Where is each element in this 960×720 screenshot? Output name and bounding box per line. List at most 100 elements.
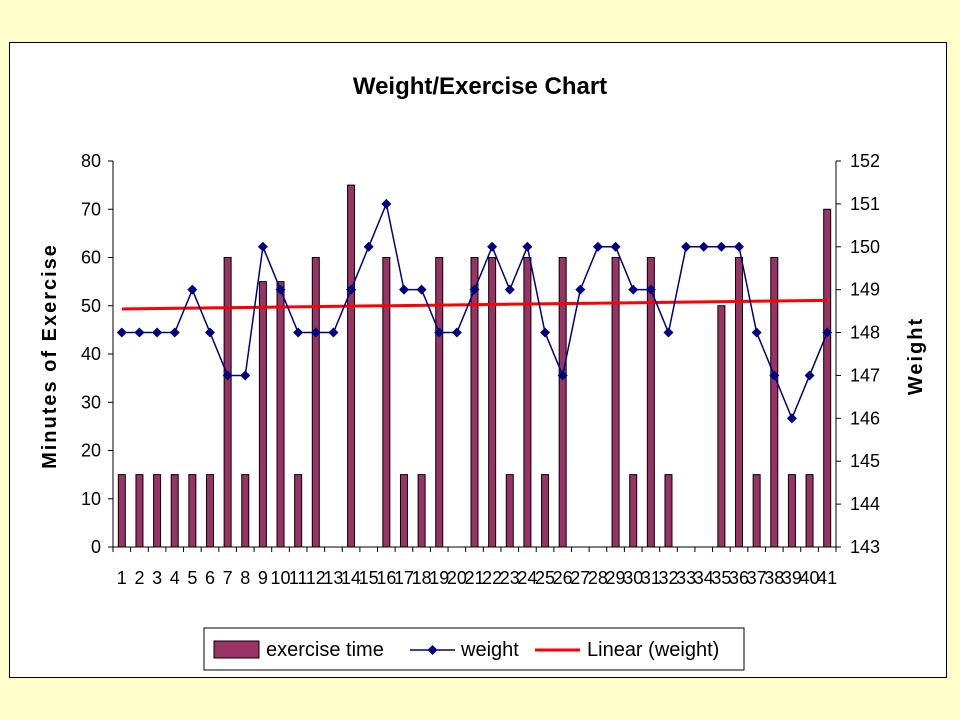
right-tick-label: 146 bbox=[850, 408, 880, 428]
exercise-bar bbox=[188, 474, 197, 548]
weight-point bbox=[822, 327, 833, 338]
weight-point bbox=[134, 327, 145, 338]
exercise-bar bbox=[629, 474, 638, 548]
legend-swatch-weight-marker bbox=[427, 645, 438, 655]
x-tick-label: 29 bbox=[606, 568, 626, 588]
weight-point bbox=[734, 241, 745, 252]
right-tick-label: 147 bbox=[850, 365, 880, 385]
weight-point bbox=[204, 327, 215, 338]
x-tick-label: 23 bbox=[500, 568, 520, 588]
weight-point bbox=[522, 241, 533, 252]
weight-point bbox=[346, 284, 357, 295]
x-tick-label: 41 bbox=[817, 568, 837, 588]
left-tick-label: 20 bbox=[81, 441, 101, 461]
x-tick-label: 2 bbox=[134, 568, 144, 588]
x-tick-label: 12 bbox=[306, 568, 326, 588]
weight-point bbox=[645, 284, 656, 295]
exercise-bar bbox=[664, 474, 673, 548]
left-tick-label: 70 bbox=[81, 199, 101, 219]
weight-point bbox=[152, 327, 163, 338]
exercise-bar bbox=[223, 257, 232, 548]
weight-point bbox=[663, 327, 674, 338]
left-tick-label: 0 bbox=[91, 537, 101, 557]
x-tick-label: 10 bbox=[271, 568, 291, 588]
x-tick-label: 38 bbox=[764, 568, 784, 588]
weight-point bbox=[169, 327, 180, 338]
x-tick-label: 35 bbox=[711, 568, 731, 588]
x-tick-label: 20 bbox=[447, 568, 467, 588]
left-axis-ticks: 0 10 20 30 40 50 60 70 80 bbox=[81, 151, 113, 557]
weight-point bbox=[610, 241, 621, 252]
x-tick-label: 33 bbox=[676, 568, 696, 588]
exercise-bar bbox=[823, 208, 832, 548]
exercise-bar bbox=[523, 257, 532, 548]
right-tick-label: 152 bbox=[850, 151, 880, 171]
weight-point bbox=[469, 284, 480, 295]
legend-label-trendline: Linear (weight) bbox=[587, 639, 719, 661]
x-tick-label: 4 bbox=[170, 568, 180, 588]
x-tick-label: 27 bbox=[570, 568, 590, 588]
exercise-bar bbox=[611, 257, 620, 548]
right-axis-ticks: 143 144 145 146 147 148 149 150 151 152 bbox=[836, 151, 880, 557]
x-tick-label: 22 bbox=[482, 568, 502, 588]
legend-label-exercise: exercise time bbox=[266, 639, 384, 661]
weight-point bbox=[698, 241, 709, 252]
right-tick-label: 144 bbox=[850, 494, 880, 514]
x-tick-label: 26 bbox=[553, 568, 573, 588]
x-tick-label: 21 bbox=[464, 568, 484, 588]
weight-point bbox=[557, 370, 568, 381]
exercise-bar bbox=[258, 281, 267, 548]
weight-point bbox=[504, 284, 515, 295]
weight-point bbox=[310, 327, 321, 338]
bar-series bbox=[117, 184, 832, 548]
exercise-bar bbox=[311, 257, 320, 548]
trendline-series bbox=[121, 298, 828, 311]
legend-box bbox=[203, 627, 745, 671]
exercise-bar bbox=[205, 474, 214, 548]
weight-point bbox=[434, 327, 445, 338]
right-tick-label: 148 bbox=[850, 323, 880, 343]
weight-point bbox=[240, 370, 251, 381]
chart-title: Weight/Exercise Chart bbox=[353, 73, 607, 100]
x-tick-label: 3 bbox=[152, 568, 162, 588]
x-tick-label: 31 bbox=[641, 568, 661, 588]
x-tick-label: 1 bbox=[117, 568, 127, 588]
left-tick-label: 80 bbox=[81, 151, 101, 171]
exercise-bar bbox=[170, 474, 179, 548]
legend: exercise time weight Linear (weight) bbox=[203, 627, 745, 671]
exercise-bar bbox=[470, 257, 479, 548]
weight-point bbox=[540, 327, 551, 338]
weight-point bbox=[575, 284, 586, 295]
x-tick-label: 32 bbox=[658, 568, 678, 588]
left-axis-title-group: Minutes of Exercise bbox=[39, 243, 61, 469]
exercise-bar bbox=[541, 474, 550, 548]
x-tick-label: 24 bbox=[517, 568, 537, 588]
x-tick-label: 36 bbox=[729, 568, 749, 588]
weight-point bbox=[786, 413, 797, 424]
x-tick-label: 30 bbox=[623, 568, 643, 588]
exercise-bar bbox=[399, 474, 408, 548]
weight-point bbox=[769, 370, 780, 381]
x-tick-label: 9 bbox=[258, 568, 268, 588]
exercise-bar bbox=[117, 474, 126, 548]
x-tick-label: 13 bbox=[323, 568, 343, 588]
weight-point bbox=[275, 284, 286, 295]
weight-point bbox=[187, 284, 198, 295]
right-tick-label: 149 bbox=[850, 280, 880, 300]
x-tick-label: 19 bbox=[429, 568, 449, 588]
exercise-bar bbox=[241, 474, 250, 548]
x-tick-label: 6 bbox=[205, 568, 215, 588]
exercise-bar bbox=[347, 184, 356, 548]
weight-point bbox=[328, 327, 339, 338]
x-tick-label: 5 bbox=[187, 568, 197, 588]
exercise-bar bbox=[294, 474, 303, 548]
weight-point bbox=[628, 284, 639, 295]
right-tick-label: 150 bbox=[850, 237, 880, 257]
left-tick-label: 40 bbox=[81, 344, 101, 364]
weight-point bbox=[222, 370, 233, 381]
x-tick-label: 34 bbox=[694, 568, 714, 588]
x-tick-label: 39 bbox=[782, 568, 802, 588]
exercise-bar bbox=[417, 474, 426, 548]
right-tick-label: 151 bbox=[850, 194, 880, 214]
exercise-bar bbox=[135, 474, 144, 548]
